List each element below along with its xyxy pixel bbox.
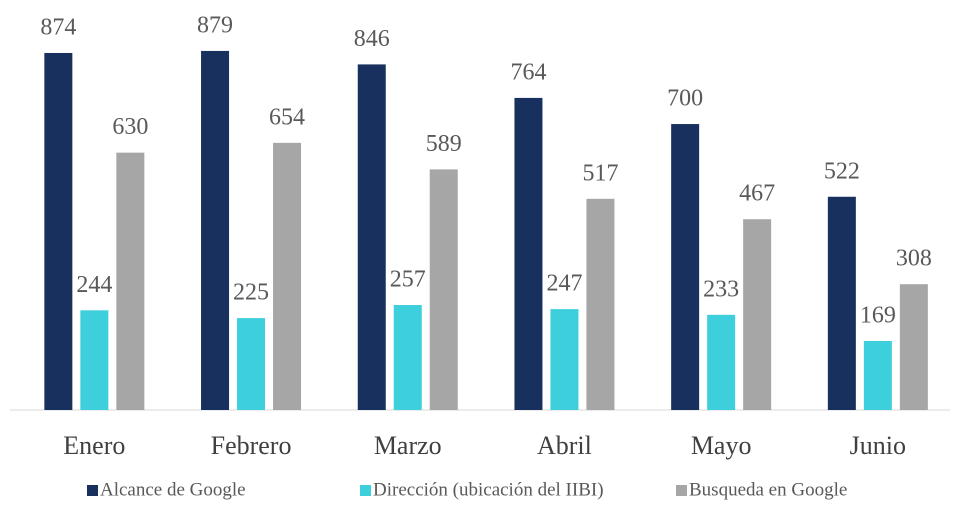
- data-label: 517: [582, 160, 618, 186]
- legend-label: Dirección (ubicación del IIBI): [373, 479, 604, 500]
- bar: [201, 50, 230, 411]
- data-label: 225: [233, 280, 269, 306]
- data-label: 257: [390, 267, 426, 293]
- data-label: 522: [824, 158, 860, 184]
- bar: [707, 314, 736, 410]
- bar: [671, 124, 700, 411]
- data-label: 874: [40, 14, 76, 40]
- bar: [237, 318, 266, 410]
- bar: [116, 152, 145, 410]
- data-label: 654: [269, 104, 305, 130]
- bar: [586, 198, 615, 410]
- bar: [514, 97, 543, 410]
- data-label: 589: [426, 131, 462, 157]
- bar: [827, 196, 856, 410]
- bar: [429, 169, 458, 410]
- data-label: 879: [197, 12, 233, 38]
- data-label: 630: [112, 114, 148, 140]
- data-label: 764: [510, 59, 546, 85]
- legend-label: Busqueda en Google: [689, 479, 847, 500]
- legend-swatch: [676, 485, 687, 496]
- bar: [863, 340, 892, 410]
- data-label: 308: [896, 246, 932, 272]
- bar: [273, 142, 302, 410]
- data-label: 846: [354, 26, 390, 52]
- x-tick-label: Mayo: [691, 431, 752, 460]
- legend-swatch: [360, 485, 371, 496]
- bar: [44, 52, 73, 410]
- data-label: 233: [703, 276, 739, 302]
- data-label: 467: [739, 181, 775, 207]
- x-tick-label: Enero: [63, 431, 125, 460]
- data-label: 169: [860, 302, 896, 328]
- data-label: 244: [76, 272, 112, 298]
- bar: [393, 305, 422, 410]
- bar: [357, 64, 386, 410]
- legend-swatch: [87, 485, 98, 496]
- x-tick-label: Febrero: [211, 431, 292, 460]
- data-label: 700: [667, 86, 703, 112]
- x-tick-label: Abril: [537, 431, 592, 460]
- x-tick-label: Marzo: [374, 431, 442, 460]
- bar: [743, 219, 772, 410]
- bar: [899, 284, 928, 410]
- data-label: 247: [546, 271, 582, 297]
- legend-label: Alcance de Google: [100, 479, 246, 500]
- bar: [80, 310, 109, 410]
- bar: [550, 309, 579, 410]
- x-tick-label: Junio: [850, 431, 906, 460]
